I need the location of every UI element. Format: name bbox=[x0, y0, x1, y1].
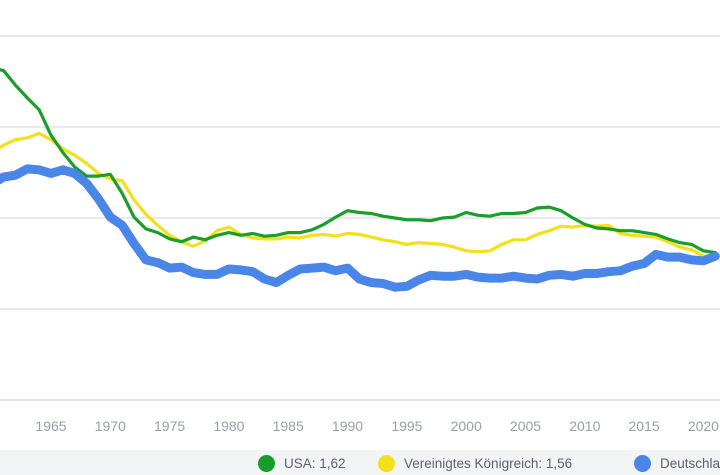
legend-label-uk: Vereinigtes Königreich: 1,56 bbox=[404, 455, 573, 471]
legend-dot-usa bbox=[258, 454, 275, 472]
x-tick-label: 2020 bbox=[688, 418, 719, 434]
series-layer bbox=[0, 68, 720, 292]
x-tick-label: 1990 bbox=[332, 418, 363, 434]
x-tick-label: 2005 bbox=[510, 418, 541, 434]
x-tick-label: 2015 bbox=[629, 418, 660, 434]
x-tick-label: 2000 bbox=[451, 418, 482, 434]
series-line-germany[interactable] bbox=[0, 164, 720, 292]
series-line-uk[interactable] bbox=[0, 131, 717, 260]
line-chart: 1965 1970 1975 1980 1985 1990 1995 2000 2005 2010… bbox=[0, 35, 720, 434]
x-tick-label: 1985 bbox=[273, 418, 304, 434]
legend-dot-germany bbox=[634, 454, 651, 472]
x-tick-label: 1965 bbox=[35, 418, 66, 434]
grid-lines bbox=[0, 35, 720, 401]
x-tick-label: 2010 bbox=[569, 418, 600, 434]
legend-dot-uk bbox=[378, 454, 395, 472]
legend-item-uk[interactable]: Vereinigtes Königreich: 1,56 bbox=[378, 454, 572, 472]
legend-label-usa: USA: 1,62 bbox=[284, 455, 346, 471]
x-tick-label: 1970 bbox=[95, 418, 126, 434]
x-axis-ticks: 1965 1970 1975 1980 1985 1990 1995 2000 2005 2010… bbox=[35, 418, 719, 434]
legend-item-germany[interactable]: Deutschland bbox=[634, 454, 720, 472]
x-tick-label: 1980 bbox=[213, 418, 244, 434]
series-line-usa[interactable] bbox=[0, 68, 717, 255]
x-tick-label: 1975 bbox=[154, 418, 185, 434]
legend-label-germany: Deutschland bbox=[660, 455, 720, 471]
legend-item-usa[interactable]: USA: 1,62 bbox=[258, 454, 346, 472]
x-tick-label: 1995 bbox=[391, 418, 422, 434]
legend: USA: 1,62 Vereinigtes Königreich: 1,56 D… bbox=[0, 450, 720, 475]
